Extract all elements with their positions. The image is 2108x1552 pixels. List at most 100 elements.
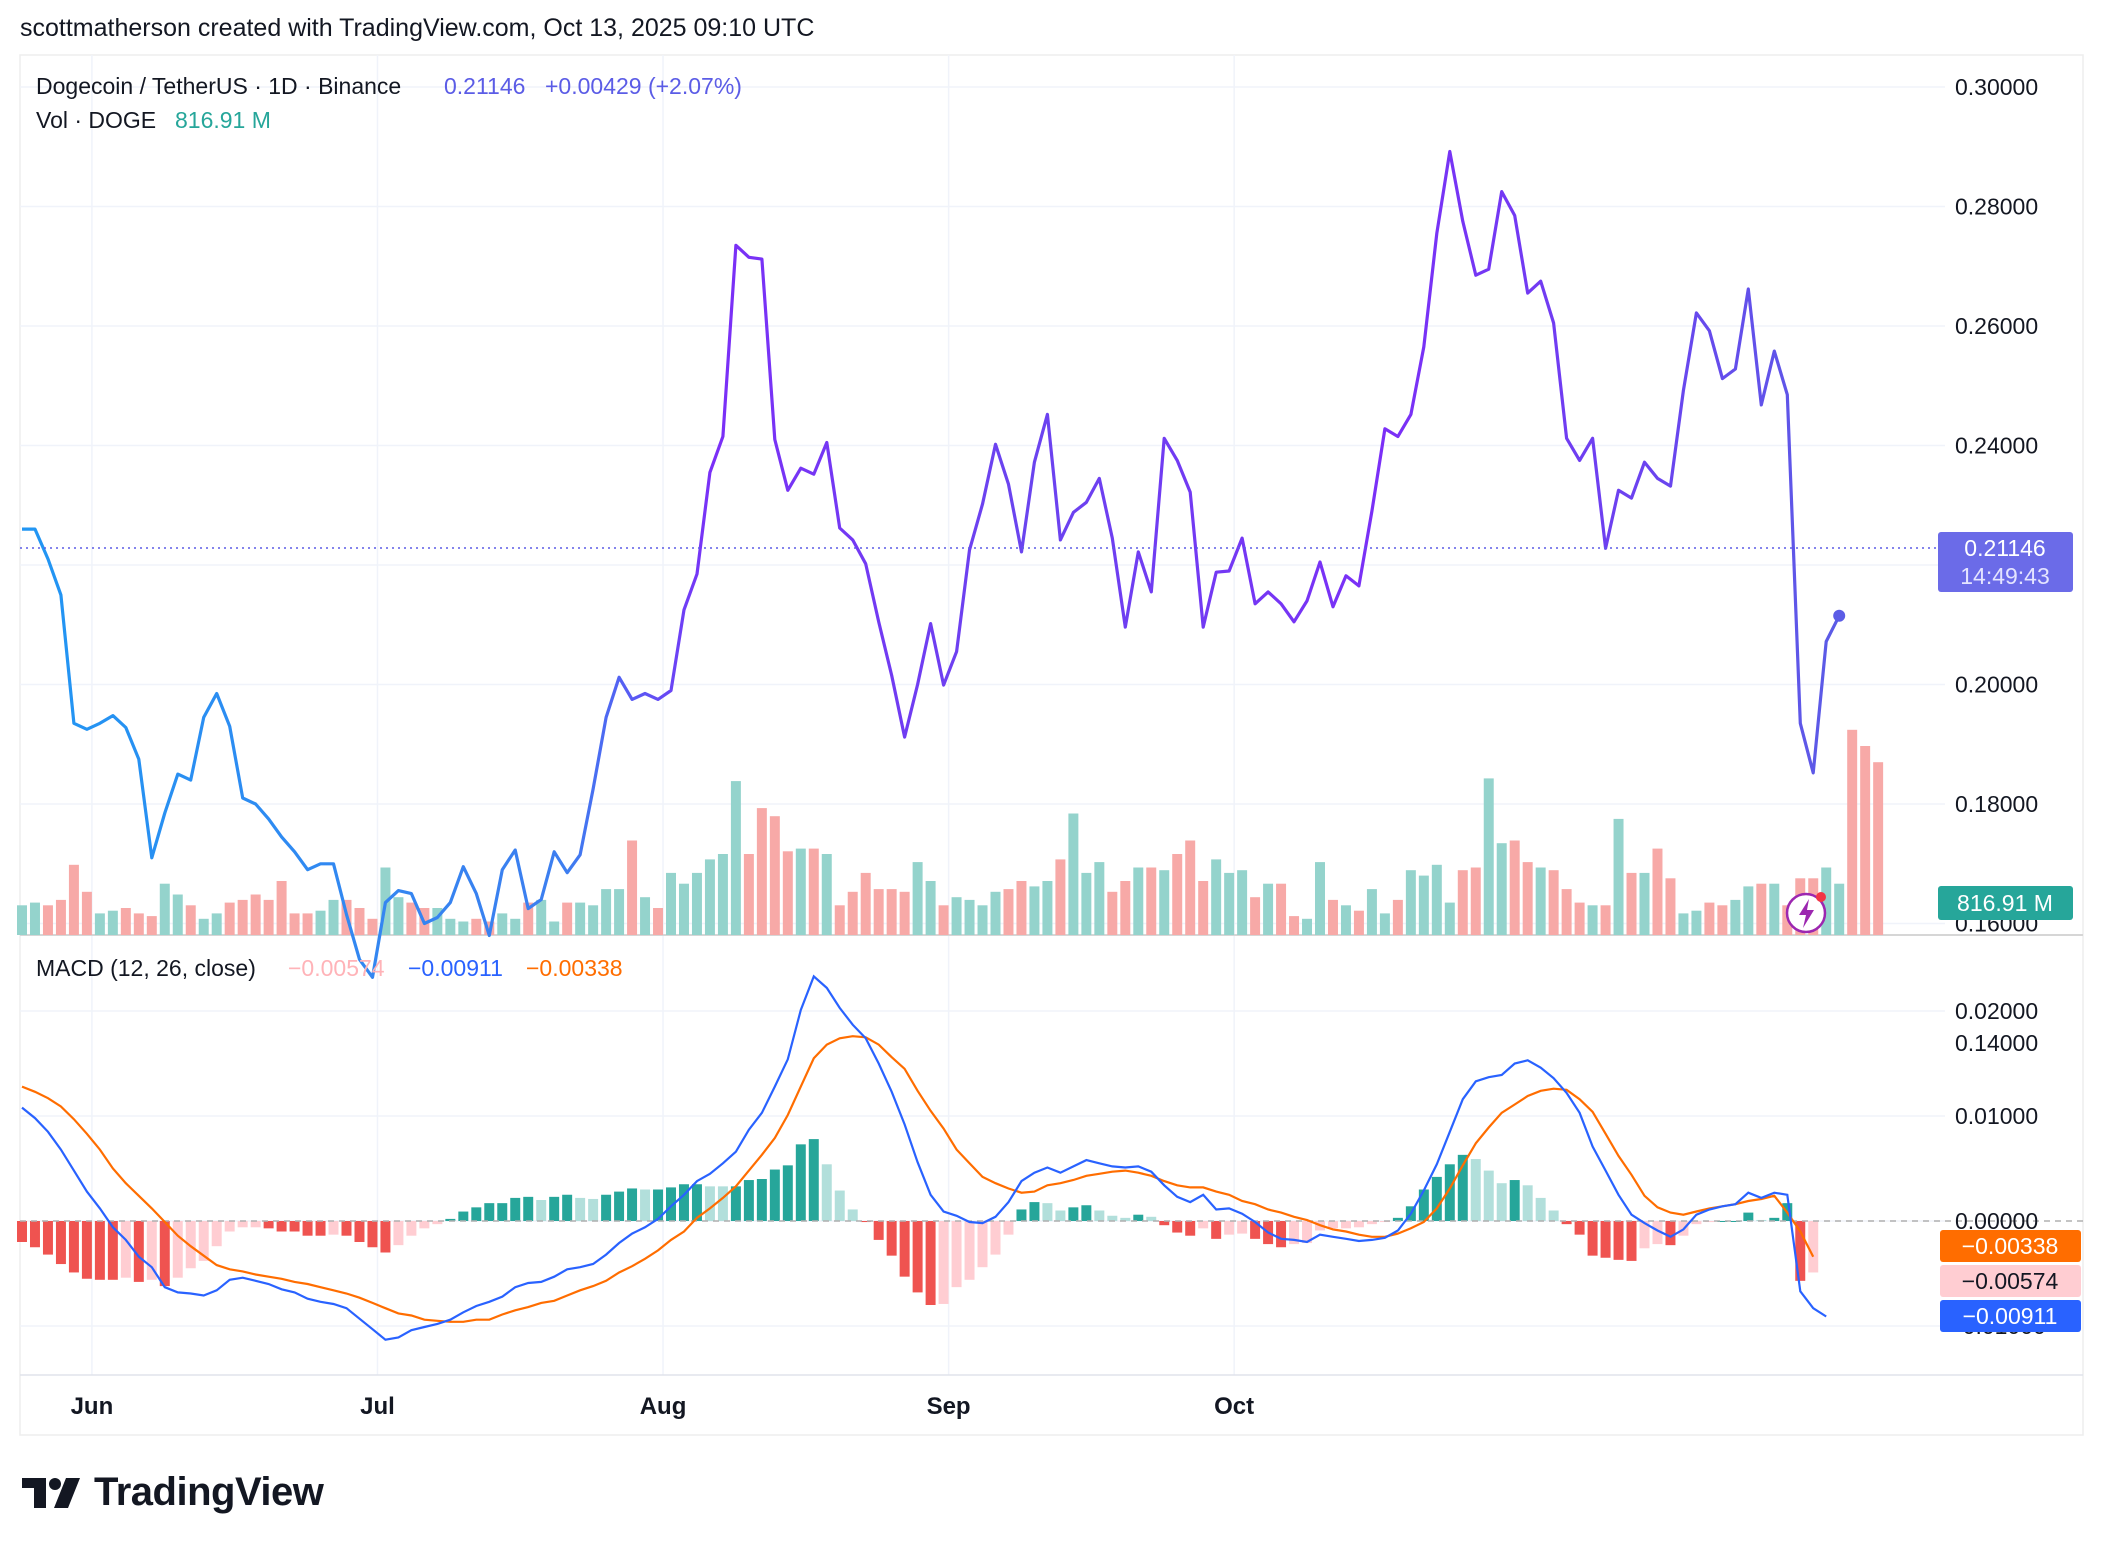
macd-histogram-bar xyxy=(964,1221,975,1280)
y-tick-label: 0.28000 xyxy=(1955,194,2038,220)
volume-bar xyxy=(1327,899,1338,935)
macd-histogram-bar xyxy=(627,1188,638,1221)
x-tick-label: Jun xyxy=(71,1393,114,1420)
macd-histogram-bar xyxy=(1224,1221,1235,1235)
macd-histogram-bar xyxy=(120,1221,131,1278)
volume-bar xyxy=(756,808,767,935)
volume-bar xyxy=(925,881,936,935)
macd-histogram-bar xyxy=(1133,1214,1144,1221)
volume-bar xyxy=(717,854,728,935)
volume-bar xyxy=(510,918,521,935)
macd-histogram xyxy=(17,1139,1819,1305)
volume-badge-value: 816.91 M xyxy=(1957,890,2053,916)
macd-histogram-bar xyxy=(354,1221,365,1242)
macd-histogram-bar xyxy=(1483,1170,1494,1221)
macd-histogram-bar xyxy=(523,1196,534,1221)
macd-histogram-bar xyxy=(159,1221,170,1287)
volume-bar xyxy=(1652,848,1663,935)
macd-histogram-bar xyxy=(276,1221,287,1232)
volume-bar xyxy=(94,913,105,935)
volume-bar xyxy=(1548,870,1559,935)
macd-histogram-bar xyxy=(1003,1221,1014,1235)
chart-frame xyxy=(19,54,2084,1436)
grid xyxy=(20,55,1945,1375)
macd-histogram-bar xyxy=(1587,1221,1598,1256)
volume-bar xyxy=(1821,867,1832,935)
signal-line xyxy=(21,1035,1815,1323)
macd-histogram-bar xyxy=(1366,1221,1377,1225)
macd-histogram-bar xyxy=(704,1186,715,1221)
macd-histogram-bar xyxy=(17,1221,27,1242)
volume-bar xyxy=(795,848,806,935)
volume-bar xyxy=(211,913,222,935)
volume-bar xyxy=(1756,883,1767,935)
macd-histogram-bar xyxy=(1600,1221,1611,1258)
volume-bar xyxy=(1496,843,1507,935)
volume-bar xyxy=(172,894,183,935)
volume-bar xyxy=(704,859,715,935)
chart-caption: scottmatherson created with TradingView.… xyxy=(20,14,815,42)
macd-histogram-bar xyxy=(302,1221,313,1236)
macd-histogram-bar xyxy=(55,1221,66,1265)
macd-histogram-bar xyxy=(406,1221,417,1236)
tradingview-logo[interactable]: TradingView xyxy=(22,1470,324,1515)
macd-histogram-bar xyxy=(769,1169,780,1221)
macd-histogram-bar xyxy=(1276,1221,1287,1248)
macd-histogram-bar xyxy=(1159,1221,1170,1226)
lightning-icon[interactable] xyxy=(1785,892,1827,934)
volume-bar xyxy=(159,883,170,935)
macd-histogram-bar xyxy=(1146,1216,1157,1221)
macd-histogram-bar xyxy=(1198,1221,1209,1229)
macd-histogram-bar xyxy=(938,1221,949,1304)
volume-bar xyxy=(1302,918,1313,935)
macd-histogram-bar xyxy=(990,1221,1001,1255)
volume-bar xyxy=(1315,862,1325,935)
hist-badge xyxy=(1940,1265,2081,1297)
volume-bar xyxy=(1237,870,1248,935)
macd-histogram-bar xyxy=(588,1198,599,1221)
macd-histogram-bar xyxy=(614,1191,625,1221)
macd-histogram-bar xyxy=(1055,1210,1066,1221)
macd-histogram-bar xyxy=(1211,1221,1222,1239)
macd-histogram-bar xyxy=(172,1221,183,1278)
signal-badge xyxy=(1940,1230,2081,1262)
legend-macd-signal: −0.00338 xyxy=(526,955,623,981)
macd-histogram-bar xyxy=(185,1221,196,1269)
macd-histogram-bar xyxy=(471,1207,482,1221)
volume-bar xyxy=(497,913,508,935)
macd-histogram-bar xyxy=(1730,1221,1741,1222)
volume-bar xyxy=(1665,878,1676,935)
volume-bar xyxy=(17,905,27,935)
macd-histogram-bar xyxy=(1470,1159,1481,1221)
signal-badge-value: −0.00338 xyxy=(1962,1233,2059,1259)
volume-bar xyxy=(1509,840,1520,935)
macd-histogram-bar xyxy=(42,1221,53,1255)
macd-histogram-bar xyxy=(1185,1221,1196,1236)
macd-histogram-bar xyxy=(717,1186,728,1221)
price-badge-value: 0.21146 xyxy=(1964,535,2045,561)
macd-histogram-bar xyxy=(1665,1221,1676,1246)
volume-bar xyxy=(1379,913,1390,935)
macd-histogram-bar xyxy=(899,1221,910,1277)
volume-bar xyxy=(951,897,962,935)
volume-bar xyxy=(938,905,949,935)
volume-bar xyxy=(912,862,923,935)
x-axis: Jun Jul Aug Sep Oct xyxy=(20,1374,2083,1420)
macd-histogram-bar xyxy=(1392,1217,1403,1221)
volume-bars xyxy=(17,729,1884,935)
volume-bar xyxy=(354,908,365,935)
macd-histogram-bar xyxy=(1496,1183,1507,1221)
macd-histogram-bar xyxy=(1652,1221,1663,1245)
volume-bar xyxy=(1081,872,1092,935)
volume-bar xyxy=(55,899,66,935)
volume-bar xyxy=(1860,746,1871,935)
volume-bar xyxy=(29,902,40,935)
macd-histogram-bar xyxy=(601,1194,612,1221)
volume-bar xyxy=(198,918,209,935)
volume-bar xyxy=(302,913,313,935)
macd-histogram-bar xyxy=(653,1189,664,1221)
macd-histogram-bar xyxy=(536,1200,547,1221)
x-tick-label: Aug xyxy=(640,1393,687,1420)
volume-bar xyxy=(899,891,910,935)
